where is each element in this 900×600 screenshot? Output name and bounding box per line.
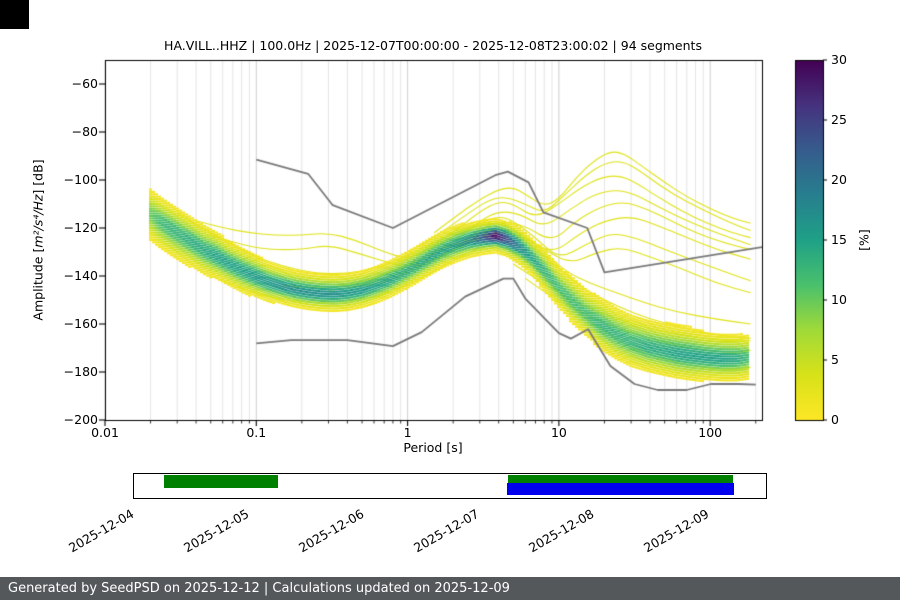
plot-title: HA.VILL..HHZ | 100.0Hz | 2025-12-07T00:0…	[164, 38, 702, 53]
coverage-timeline	[133, 473, 767, 499]
colorbar-tick-label: 10	[831, 292, 847, 307]
y-axis-label-prefix: Amplitude [	[30, 247, 46, 321]
x-tick-label: 100	[698, 425, 723, 440]
timeline-segment-selected	[506, 483, 735, 495]
colorbar-tick-label: 30	[831, 52, 847, 67]
y-tick-label: −200	[63, 412, 98, 427]
timeline-segment-available-2	[508, 475, 734, 484]
x-tick-label: 0.01	[91, 425, 119, 440]
y-tick-label: −80	[71, 124, 98, 139]
x-tick-label: 0.1	[246, 425, 267, 440]
colorbar-tick-label: 15	[831, 232, 847, 247]
y-tick-label: −100	[63, 172, 98, 187]
colorbar-tick-label: 25	[831, 112, 847, 127]
x-tick-label: 10	[550, 425, 567, 440]
y-tick-label: −160	[63, 316, 98, 331]
y-tick-label: −120	[63, 220, 98, 235]
y-tick-label: −140	[63, 268, 98, 283]
corner-black-square	[0, 0, 29, 29]
y-axis-label-suffix: ] [dB]	[30, 159, 46, 195]
x-axis-label: Period [s]	[403, 440, 463, 455]
y-tick-label: −60	[71, 76, 98, 91]
y-axis-label: Amplitude [m²/s⁴/Hz] [dB]	[31, 159, 46, 320]
y-tick-label: −180	[63, 364, 98, 379]
colorbar-tick-label: 0	[831, 412, 839, 427]
x-tick-label: 1	[403, 425, 412, 440]
colorbar-label: [%]	[856, 229, 872, 251]
footer-bar: Generated by SeedPSD on 2025-12-12 | Cal…	[0, 577, 900, 600]
timeline-segment-available-1	[163, 475, 279, 488]
colorbar-tick-label: 5	[831, 352, 839, 367]
colorbar-tick-label: 20	[831, 172, 847, 187]
y-axis-label-units: m²/s⁴/Hz	[30, 194, 46, 248]
footer-text: Generated by SeedPSD on 2025-12-12 | Cal…	[8, 581, 510, 596]
